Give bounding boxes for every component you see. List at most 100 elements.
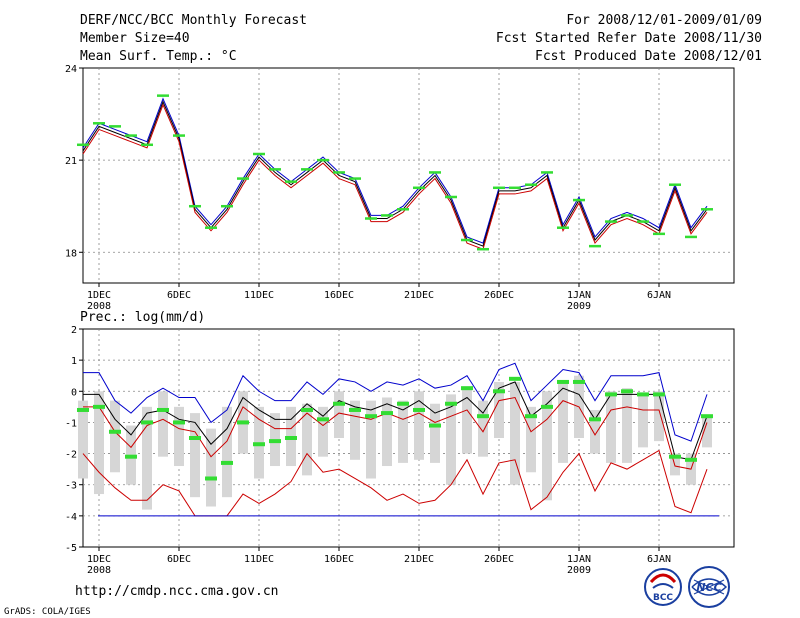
x-tick-label: 6JAN [647, 554, 671, 565]
observed-marker [557, 379, 569, 384]
precip-label: Prec.: log(mm/d) [80, 310, 205, 325]
y-tick-label: -3 [65, 481, 77, 492]
observed-marker [141, 420, 153, 425]
x-tick-label: 16DEC [324, 554, 354, 565]
observed-marker [93, 122, 105, 125]
ncc-logo: NCC [688, 566, 730, 608]
observed-marker [93, 404, 105, 409]
observed-marker [397, 401, 409, 406]
spread-box [94, 391, 104, 495]
observed-marker [109, 125, 121, 128]
y-tick-label: 18 [65, 248, 77, 259]
y-tick-label: -5 [65, 543, 77, 554]
observed-marker [589, 417, 601, 422]
fcst-started-date: Fcst Started Refer Date 2008/11/30 [496, 31, 762, 46]
observed-marker [253, 152, 265, 156]
observed-marker [573, 198, 585, 202]
y-tick-label: -2 [65, 450, 77, 461]
spread-box [302, 403, 312, 476]
observed-marker [221, 460, 233, 465]
x-tick-label: 6JAN [647, 290, 671, 301]
y-tick-label: -4 [65, 512, 77, 523]
source-url[interactable]: http://cmdp.ncc.cma.gov.cn [75, 584, 279, 599]
spread-box [334, 391, 344, 438]
observed-marker [77, 407, 89, 412]
observed-marker [301, 407, 313, 412]
spread-box [446, 394, 456, 485]
observed-marker [397, 208, 409, 211]
observed-marker [669, 454, 681, 459]
observed-marker [381, 214, 393, 217]
spread-box [78, 400, 88, 479]
observed-marker [173, 420, 185, 425]
series-line-upper [83, 362, 708, 442]
observed-marker [605, 392, 617, 397]
spread-box [590, 409, 600, 454]
x-tick-label: 1DEC [87, 554, 111, 565]
series-line-upper [82, 97, 708, 244]
x-tick-label: 26DEC [484, 290, 514, 301]
x-tick-label: 6DEC [167, 290, 191, 301]
forecast-period: For 2008/12/01-2009/01/09 [566, 13, 762, 28]
bcc-logo: BCC [644, 568, 682, 606]
spread-box [542, 391, 552, 501]
observed-marker [461, 238, 473, 242]
temperature-panel: 1DEC 6DEC 11DEC 16DEC 21DEC 26DEC 1JAN 6JAN 2008… [65, 64, 735, 312]
observed-marker [141, 143, 153, 147]
spread-box [206, 428, 216, 507]
observed-marker [205, 476, 217, 481]
observed-marker [269, 168, 281, 171]
observed-marker [573, 379, 585, 384]
observed-marker [637, 392, 649, 397]
observed-marker [685, 235, 697, 239]
observed-marker [493, 186, 505, 190]
x-tick-label: 26DEC [484, 554, 514, 565]
observed-marker [317, 417, 329, 422]
observed-marker [509, 376, 521, 381]
spread-box [622, 388, 632, 463]
spread-box [478, 400, 488, 457]
observed-marker [701, 414, 713, 419]
observed-marker [493, 389, 505, 394]
observed-marker [445, 195, 457, 199]
chart-title: DERF/NCC/BCC Monthly Forecast [80, 13, 307, 28]
observed-marker [525, 183, 537, 186]
observed-marker [349, 177, 361, 180]
observed-marker [157, 94, 169, 97]
spread-box [558, 381, 568, 463]
x-tick-label: 1DEC [87, 290, 111, 301]
spread-box [350, 400, 360, 460]
series-line-ensemble-mean [83, 381, 708, 461]
bcc-logo-text: BCC [653, 593, 673, 603]
member-size: Member Size=40 [80, 31, 190, 46]
spread-box [462, 388, 472, 454]
observed-marker [349, 407, 361, 412]
y-tick-label: 1 [71, 356, 77, 367]
x-year-label: 2008 [87, 565, 111, 576]
series-line-lower-mean [83, 396, 708, 470]
x-tick-label: 11DEC [244, 554, 274, 565]
observed-marker [525, 414, 537, 419]
observed-marker [365, 217, 377, 220]
y-tick-label: 2 [71, 325, 77, 336]
observed-marker [509, 186, 521, 190]
y-tick-label: -1 [65, 418, 77, 429]
y-tick-label: 0 [71, 387, 77, 398]
grads-credit: GrADS: COLA/IGES [4, 607, 91, 617]
observed-marker [477, 414, 489, 419]
observed-marker [285, 436, 297, 440]
observed-marker [621, 214, 633, 217]
observed-marker [365, 414, 377, 419]
observed-marker [269, 439, 281, 444]
observed-marker [541, 171, 553, 174]
series-line-ensemble-mean [82, 100, 708, 247]
series-line-lower [82, 103, 708, 250]
observed-marker [301, 168, 313, 171]
spread-box [606, 391, 616, 463]
observed-marker [205, 226, 217, 229]
fcst-produced-date: Fcst Produced Date 2008/12/01 [535, 49, 762, 64]
x-tick-label: 11DEC [244, 290, 274, 301]
observed-marker [381, 411, 393, 416]
precipitation-panel: 1DEC 6DEC 11DEC 16DEC 21DEC 26DEC 1JAN 6JAN 2008… [65, 325, 735, 576]
